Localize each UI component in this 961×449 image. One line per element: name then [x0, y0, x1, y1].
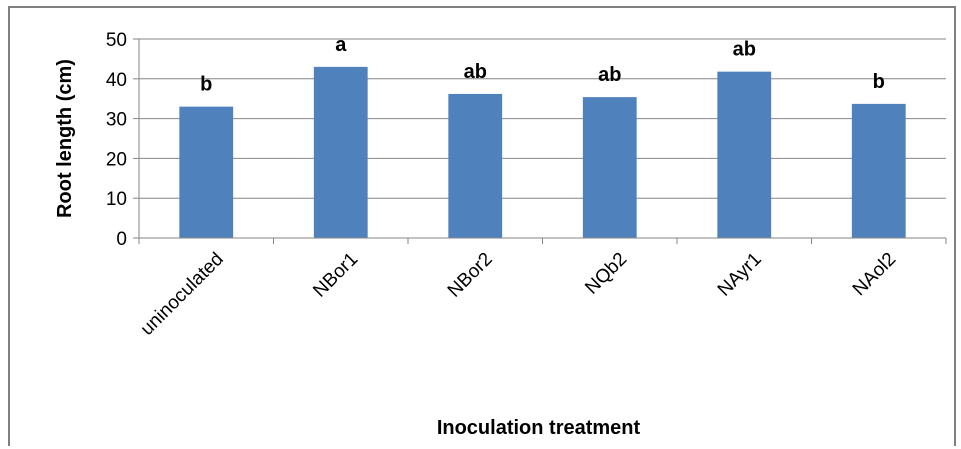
y-tick-labels: 0 10 20 30 40 50	[106, 30, 127, 250]
y-tick-label: 20	[106, 149, 127, 170]
significance-label: ab	[464, 61, 487, 83]
bar	[448, 93, 503, 238]
significance-label: b	[200, 74, 212, 96]
chart-frame	[8, 6, 956, 446]
x-tick-label: NAyr1	[714, 249, 766, 301]
bars	[179, 66, 906, 239]
significance-label: b	[873, 71, 885, 93]
significance-label: a	[335, 34, 347, 56]
y-tick-label: 40	[106, 70, 127, 91]
y-tick-label: 10	[106, 189, 127, 210]
bar	[313, 66, 368, 238]
x-tick-label: NBor1	[309, 249, 362, 302]
x-tick-label: NQb2	[581, 249, 631, 299]
y-tick-label: 50	[106, 30, 127, 51]
bar	[851, 103, 906, 239]
y-tick-label: 0	[116, 229, 127, 250]
y-axis-title: Root length (cm)	[54, 59, 76, 218]
significance-label: ab	[733, 39, 756, 61]
y-tick-label: 30	[106, 110, 127, 131]
bar	[179, 106, 234, 238]
significance-labels: b a ab ab ab b	[200, 34, 885, 96]
x-tick-label: NAol2	[849, 249, 900, 300]
x-tick-label: uninoculated	[137, 249, 228, 340]
x-tick-labels: uninoculated NBor1 NBor2 NQb2 NAyr1 NAol2	[137, 238, 947, 340]
bar	[717, 71, 772, 238]
gridlines	[133, 38, 946, 239]
significance-label: ab	[598, 64, 621, 86]
bar	[582, 97, 637, 238]
x-tick-label: NBor2	[444, 249, 497, 302]
x-axis-title: Inoculation treatment	[437, 417, 641, 439]
